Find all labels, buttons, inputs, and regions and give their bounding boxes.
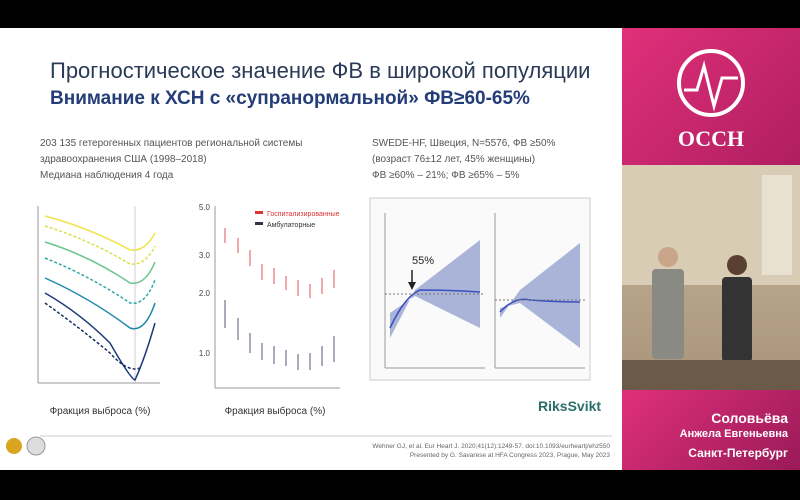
text-line: SWEDE-HF, Швеция, N=5576, ФВ ≥50% [372, 138, 556, 149]
speaker-city: Санкт-Петербург [688, 446, 788, 460]
video-feed [622, 165, 800, 390]
text-line: здравоохранения США (1998–2018) [40, 154, 207, 165]
slide: Прогностическое значение ФВ в широкой по… [0, 28, 622, 470]
figures: Фракция выброса (%) 5.0 3.0 2.0 1.0 Госп… [6, 197, 612, 459]
left-text: 203 135 гетерогенных пациентов региональ… [40, 136, 302, 184]
slide-title: Прогностическое значение ФВ в широкой по… [50, 58, 591, 83]
logo: ОССН [677, 49, 745, 151]
video-scene [622, 165, 800, 390]
chart-2: 5.0 3.0 2.0 1.0 Госпитализированные Амбу… [199, 203, 340, 417]
chart-3: 55% [369, 197, 591, 381]
text-line: 203 135 гетерогенных пациентов региональ… [40, 138, 303, 149]
x-axis-label: Фракция выброса (%) [50, 405, 151, 417]
right-text: SWEDE-HF, Швеция, N=5576, ФВ ≥50% (возра… [372, 136, 555, 184]
y-tick-label: 3.0 [199, 251, 211, 260]
annotation: 55% [412, 255, 434, 267]
citation: Presented by G. Savarese at HFA Congress… [410, 452, 611, 459]
chart-1: Фракция выброса (%) [37, 206, 160, 417]
speaker-name: Анжела Евгеньевна [679, 428, 788, 440]
speaker-panel: Соловьёва Анжела Евгеньевна Санкт-Петерб… [622, 390, 800, 470]
logo-panel: ОССН [622, 28, 800, 165]
x-axis-label: Фракция выброса (%) [225, 405, 326, 417]
legend-swatch [255, 211, 263, 214]
y-tick-label: 2.0 [199, 289, 211, 298]
logo-title: ОССН [678, 126, 744, 151]
legend-swatch [255, 222, 263, 225]
logo-text: RiksSvikt [538, 398, 601, 414]
text-line: (возраст 76±12 лет, 45% женщины) [372, 154, 536, 165]
citation: Wehner GJ, et al. Eur Heart J. 2020;41(1… [372, 443, 610, 450]
speaker-surname: Соловьёва [711, 410, 788, 426]
text-line: Медиана наблюдения 4 года [40, 170, 174, 181]
slide-subtitle: Внимание к ХСН с «супранормальной» ФВ≥60… [50, 88, 530, 109]
emblem [6, 438, 22, 454]
text-line: ФВ ≥60% – 21%; ФВ ≥65% – 5% [372, 170, 520, 181]
legend-label: Амбулаторные [267, 221, 315, 229]
legend-label: Госпитализированные [267, 211, 340, 218]
y-tick-label: 1.0 [199, 349, 211, 358]
y-tick-label: 5.0 [199, 203, 211, 212]
emblem [26, 436, 46, 456]
